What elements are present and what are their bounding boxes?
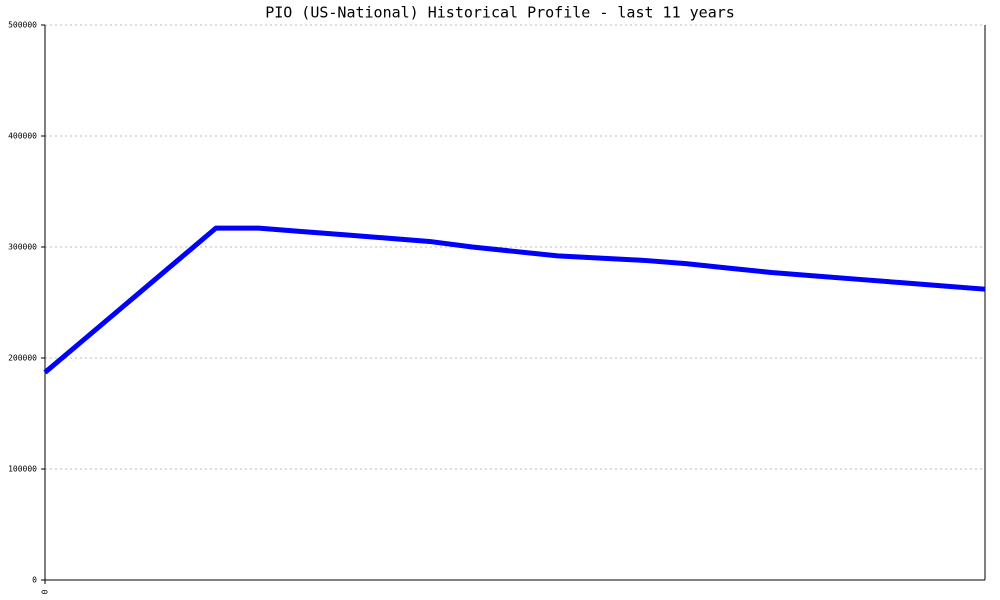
y-tick-label: 500000 (8, 21, 37, 30)
y-tick-label: 200000 (8, 354, 37, 363)
y-tick-label: 300000 (8, 243, 37, 252)
y-tick-label: 0 (32, 576, 37, 585)
chart-title: PIO (US-National) Historical Profile - l… (265, 4, 735, 22)
line-series (43, 225, 986, 375)
x-tick-label: 0 (41, 589, 50, 594)
y-tick-label: 100000 (8, 465, 37, 474)
y-tick-label: 400000 (8, 132, 37, 141)
